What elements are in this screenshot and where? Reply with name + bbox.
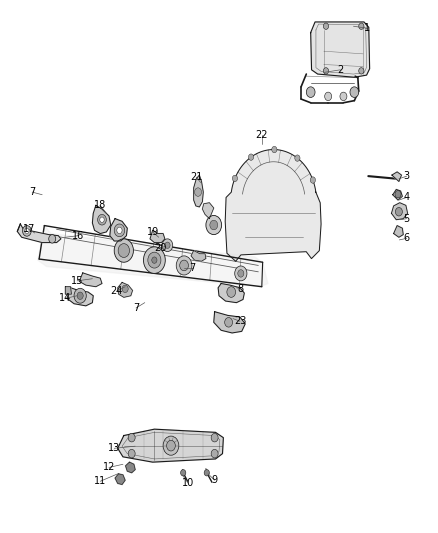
Circle shape — [114, 224, 125, 237]
Circle shape — [272, 147, 277, 153]
Polygon shape — [150, 230, 165, 243]
Text: 18: 18 — [94, 200, 106, 211]
Circle shape — [98, 214, 106, 225]
Polygon shape — [65, 287, 71, 294]
Text: 8: 8 — [238, 284, 244, 294]
Polygon shape — [214, 312, 245, 333]
Circle shape — [323, 68, 328, 74]
Text: 11: 11 — [94, 477, 106, 486]
Polygon shape — [393, 189, 403, 200]
Circle shape — [165, 242, 170, 248]
Circle shape — [128, 433, 135, 442]
Circle shape — [118, 244, 130, 257]
Circle shape — [396, 207, 403, 216]
Polygon shape — [118, 282, 133, 297]
Text: 21: 21 — [190, 172, 202, 182]
Polygon shape — [194, 175, 203, 207]
Polygon shape — [225, 150, 321, 261]
Circle shape — [22, 225, 31, 236]
Text: 16: 16 — [72, 231, 85, 241]
Polygon shape — [311, 22, 370, 77]
Text: 3: 3 — [404, 171, 410, 181]
Circle shape — [144, 247, 165, 273]
Polygon shape — [67, 288, 93, 306]
Circle shape — [180, 470, 186, 476]
Circle shape — [100, 217, 104, 222]
Circle shape — [206, 215, 222, 235]
Circle shape — [180, 260, 188, 271]
Polygon shape — [118, 429, 223, 462]
Circle shape — [163, 436, 179, 455]
Circle shape — [114, 239, 134, 262]
Text: 7: 7 — [29, 187, 35, 197]
Text: 19: 19 — [146, 227, 159, 237]
Circle shape — [162, 239, 173, 252]
Polygon shape — [126, 462, 135, 473]
Circle shape — [176, 256, 192, 275]
Circle shape — [77, 292, 83, 300]
Circle shape — [359, 68, 364, 74]
Circle shape — [295, 155, 300, 161]
Text: 14: 14 — [59, 293, 71, 303]
Circle shape — [350, 87, 359, 98]
Polygon shape — [392, 203, 408, 220]
Circle shape — [25, 228, 29, 233]
Circle shape — [238, 270, 244, 277]
Circle shape — [395, 190, 401, 198]
Text: 6: 6 — [404, 233, 410, 244]
Circle shape — [210, 220, 218, 230]
Text: 10: 10 — [182, 479, 194, 488]
Circle shape — [235, 266, 247, 281]
Text: 20: 20 — [154, 243, 166, 253]
Text: 23: 23 — [234, 316, 246, 326]
Circle shape — [225, 318, 233, 327]
Circle shape — [122, 285, 128, 293]
Polygon shape — [202, 203, 214, 219]
Circle shape — [325, 92, 332, 101]
Circle shape — [340, 92, 347, 101]
Text: 9: 9 — [212, 475, 218, 485]
Text: 1: 1 — [364, 23, 371, 34]
Text: 22: 22 — [255, 130, 268, 140]
Circle shape — [323, 23, 328, 29]
Text: 12: 12 — [103, 463, 115, 472]
Text: 2: 2 — [337, 65, 343, 75]
Circle shape — [211, 433, 218, 442]
Circle shape — [248, 154, 254, 160]
Text: 4: 4 — [404, 192, 410, 203]
Text: 24: 24 — [110, 286, 123, 296]
Circle shape — [166, 440, 175, 451]
Polygon shape — [394, 225, 403, 237]
Text: 7: 7 — [190, 263, 196, 272]
Circle shape — [117, 227, 122, 233]
Polygon shape — [38, 225, 268, 287]
Circle shape — [306, 87, 315, 98]
Text: 7: 7 — [133, 303, 139, 313]
Circle shape — [148, 252, 161, 268]
Circle shape — [128, 449, 135, 458]
Circle shape — [359, 23, 364, 29]
Polygon shape — [218, 284, 244, 303]
Polygon shape — [392, 172, 402, 181]
Circle shape — [152, 257, 157, 263]
Text: 17: 17 — [23, 224, 35, 235]
Text: 5: 5 — [404, 214, 410, 224]
Circle shape — [204, 470, 209, 476]
Polygon shape — [115, 474, 125, 484]
Circle shape — [227, 287, 236, 297]
Circle shape — [232, 175, 237, 182]
Polygon shape — [110, 219, 127, 241]
Circle shape — [310, 177, 315, 183]
Polygon shape — [92, 205, 111, 233]
Polygon shape — [191, 251, 206, 261]
Text: 13: 13 — [108, 443, 120, 453]
Polygon shape — [17, 224, 61, 243]
Text: 15: 15 — [71, 276, 83, 286]
Circle shape — [74, 288, 86, 303]
Circle shape — [49, 235, 56, 243]
Polygon shape — [79, 273, 102, 287]
Circle shape — [194, 188, 201, 196]
Circle shape — [211, 449, 218, 458]
